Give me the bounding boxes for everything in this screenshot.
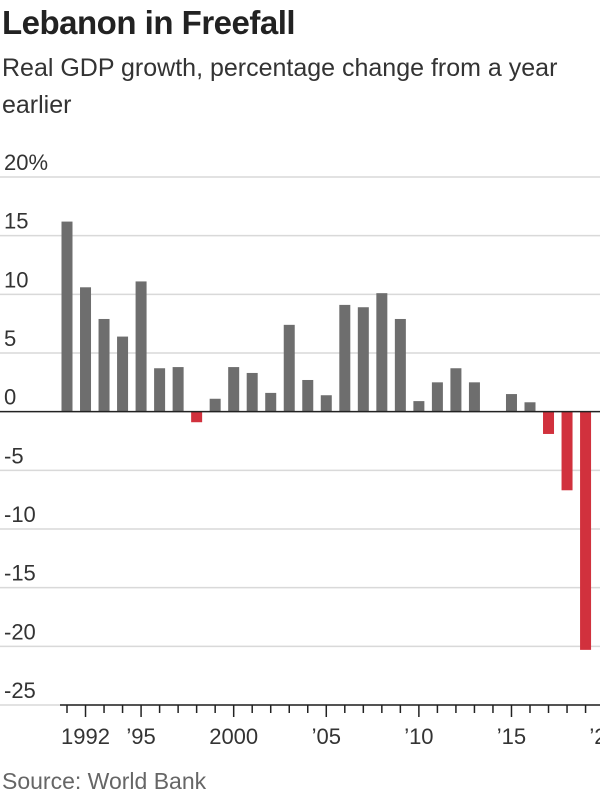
- bar-2010: [413, 401, 425, 412]
- bar-1993: [98, 318, 110, 412]
- bar-2012: [450, 368, 462, 412]
- bar-1992: [80, 287, 92, 412]
- bar-2009: [394, 318, 406, 412]
- bar-1996: [154, 368, 166, 412]
- x-axis: 1992 ’95 2000 ’05 ’10 ’15 ’20: [0, 410, 600, 749]
- bar-2016: [524, 402, 536, 412]
- bar-2006: [339, 304, 351, 412]
- x-tick-label: 2000: [209, 724, 258, 749]
- y-tick-label: 10: [4, 267, 28, 292]
- bar-2018: [561, 411, 573, 491]
- bar-1995: [135, 281, 147, 412]
- y-tick-label: -15: [4, 561, 36, 586]
- bar-2013: [468, 382, 480, 412]
- x-tick-label: ’95: [126, 724, 155, 749]
- bar-2004: [302, 379, 314, 412]
- bar-1999: [209, 398, 221, 412]
- bar-2002: [265, 392, 277, 412]
- bar-2011: [431, 382, 443, 412]
- gridlines: [0, 176, 600, 706]
- chart-title: Lebanon in Freefall: [2, 4, 296, 41]
- bar-chart: 20% 15 10 5 0 -5 -10 -15 -20 -25 1992 ’95 2000 ’05 ’1…: [0, 150, 600, 749]
- bar-2015: [505, 394, 517, 412]
- y-tick-label: 15: [4, 209, 28, 234]
- bar-2008: [376, 293, 388, 412]
- x-tick-label: ’20: [589, 724, 600, 749]
- bar-2017: [543, 411, 555, 434]
- bar-1997: [172, 367, 184, 412]
- y-tick-label: -25: [4, 678, 36, 703]
- y-tick-label: 5: [4, 326, 16, 351]
- y-tick-label: 20%: [4, 150, 48, 175]
- bar-2019: [580, 411, 592, 650]
- x-tick-label: 1992: [61, 724, 110, 749]
- bar-2000: [228, 367, 240, 412]
- y-tick-label: -5: [4, 443, 24, 468]
- bar-2007: [357, 307, 369, 412]
- x-tick-label: ’15: [497, 724, 526, 749]
- x-tick-label: ’10: [404, 724, 433, 749]
- bar-1998: [191, 411, 203, 423]
- bars: [61, 221, 592, 650]
- y-axis-labels: 20% 15 10 5 0 -5 -10 -15 -20 -25: [4, 150, 48, 703]
- bar-2003: [283, 324, 295, 412]
- bar-1994: [117, 336, 129, 412]
- bar-2005: [320, 395, 332, 412]
- bar-2001: [246, 372, 258, 412]
- chart-subtitle: Real GDP growth, percentage change from …: [2, 54, 558, 119]
- y-tick-label: 0: [4, 385, 16, 410]
- source-note: Source: World Bank: [2, 768, 207, 794]
- y-tick-label: -20: [4, 619, 36, 644]
- bar-1991: [61, 221, 73, 412]
- x-tick-label: ’05: [312, 724, 341, 749]
- y-tick-label: -10: [4, 502, 36, 527]
